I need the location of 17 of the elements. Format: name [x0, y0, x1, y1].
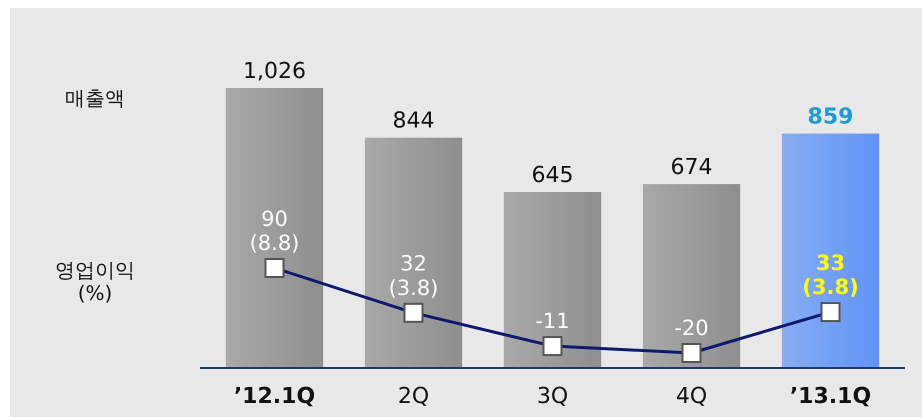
x-tick-label: 3Q — [536, 384, 568, 409]
data-label: 33 (3.8) — [802, 250, 859, 300]
data-label: 32 (3.8) — [388, 252, 438, 300]
data-label: -20 — [674, 316, 709, 340]
data-label: 90 (8.8) — [250, 206, 300, 255]
data-label: 859 — [808, 104, 854, 130]
data-label: 844 — [392, 108, 434, 134]
x-tick-label: ’13.1Q — [790, 384, 872, 409]
x-tick-label: 4Q — [676, 384, 708, 409]
data-label: 1,026 — [243, 59, 306, 84]
data-label: 645 — [532, 162, 574, 188]
text: 매출액 — [65, 86, 125, 110]
data-label: -11 — [535, 309, 570, 334]
data-label: 674 — [670, 155, 712, 180]
x-tick-label: 2Q — [398, 384, 430, 409]
x-tick-label: ’12.1Q — [234, 384, 316, 409]
text: 영업이익 (%) — [55, 258, 135, 305]
